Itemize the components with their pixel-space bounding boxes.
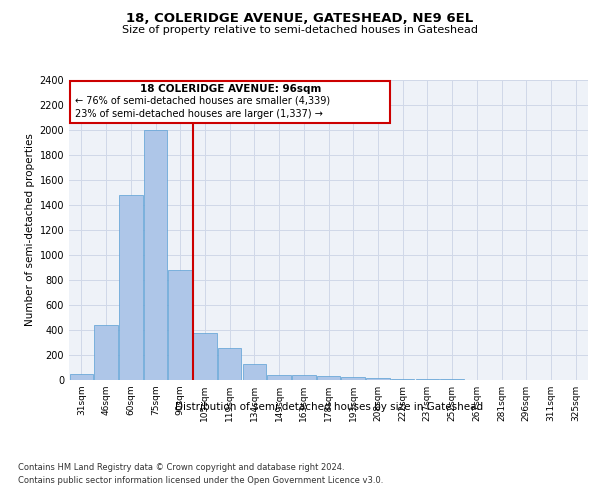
Bar xyxy=(416,379,439,380)
Text: ← 76% of semi-detached houses are smaller (4,339): ← 76% of semi-detached houses are smalle… xyxy=(76,96,331,106)
Text: 18 COLERIDGE AVENUE: 96sqm: 18 COLERIDGE AVENUE: 96sqm xyxy=(140,84,321,94)
Text: Contains HM Land Registry data © Crown copyright and database right 2024.: Contains HM Land Registry data © Crown c… xyxy=(18,462,344,471)
FancyBboxPatch shape xyxy=(70,81,390,123)
Bar xyxy=(242,364,266,380)
Bar xyxy=(292,375,316,380)
Bar xyxy=(268,375,291,380)
Bar xyxy=(366,378,389,380)
Text: Contains public sector information licensed under the Open Government Licence v3: Contains public sector information licen… xyxy=(18,476,383,485)
Bar xyxy=(391,379,415,380)
Text: 18, COLERIDGE AVENUE, GATESHEAD, NE9 6EL: 18, COLERIDGE AVENUE, GATESHEAD, NE9 6EL xyxy=(127,12,473,26)
Bar xyxy=(218,348,241,380)
Bar xyxy=(144,130,167,380)
Text: Distribution of semi-detached houses by size in Gateshead: Distribution of semi-detached houses by … xyxy=(175,402,483,412)
Text: Size of property relative to semi-detached houses in Gateshead: Size of property relative to semi-detach… xyxy=(122,25,478,35)
Y-axis label: Number of semi-detached properties: Number of semi-detached properties xyxy=(25,134,35,326)
Bar xyxy=(94,325,118,380)
Bar xyxy=(341,377,365,380)
Bar xyxy=(70,374,93,380)
Bar xyxy=(317,376,340,380)
Text: 23% of semi-detached houses are larger (1,337) →: 23% of semi-detached houses are larger (… xyxy=(76,110,323,120)
Bar xyxy=(119,195,143,380)
Bar xyxy=(169,270,192,380)
Bar xyxy=(193,333,217,380)
